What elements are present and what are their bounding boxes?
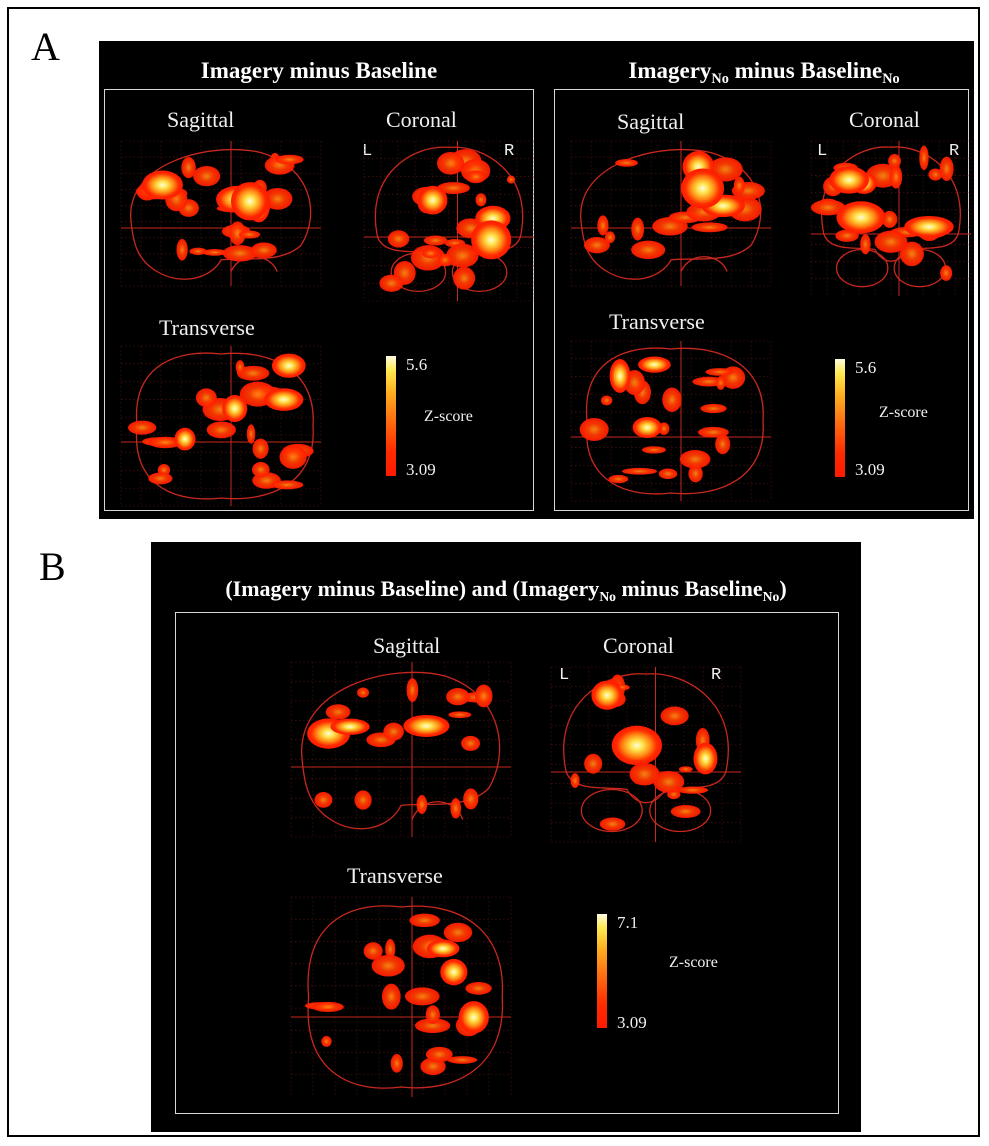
panel-b-title: (Imagery minus Baseline) and (ImageryNo … xyxy=(151,576,861,604)
panel-a-left-coronal-map xyxy=(363,140,535,302)
panel-a-left-title: Imagery minus Baseline xyxy=(200,58,438,83)
panel-a-right-sagittal-map xyxy=(570,140,772,287)
panel-b-l-label: L xyxy=(559,666,570,685)
panel-b-transverse-map xyxy=(290,896,512,1097)
panel-a-right-title-part2: minus Baseline xyxy=(728,58,883,83)
panel-a-left-coronal-label: Coronal xyxy=(386,107,457,132)
panel-b-title-sub1: No xyxy=(599,588,616,604)
panel-a-left-transverse-label: Transverse xyxy=(159,315,255,340)
panel-b-coronal-label: Coronal xyxy=(603,633,674,658)
figure-frame: A Imagery minus Baseline ImageryNo minus… xyxy=(7,7,980,1137)
panel-a-left-scale-label: Z-score xyxy=(424,408,473,425)
panel-b-title-part3: ) xyxy=(779,576,787,601)
panel-a-right-title-part1: Imagery xyxy=(628,58,712,83)
panel-a-right-scale-min: 3.09 xyxy=(855,460,885,479)
panel-a-right-colorbar xyxy=(835,359,845,477)
panel-b-sagittal-map xyxy=(290,661,512,838)
panel-a-right-l-label: L xyxy=(817,142,828,161)
panel-a-right-box xyxy=(554,89,969,511)
panel-b-box xyxy=(175,612,839,1114)
panel-a: Imagery minus Baseline ImageryNo minus B… xyxy=(99,41,974,519)
panel-b-scale-max: 7.1 xyxy=(617,913,639,932)
panel-a-left-sagittal-map xyxy=(120,140,322,287)
panel-a-right-coronal-label: Coronal xyxy=(849,107,920,132)
panel-b-scale-label: Z-score xyxy=(669,954,718,971)
panel-b-colorbar xyxy=(597,914,607,1028)
panel-b-sagittal-label: Sagittal xyxy=(373,633,441,658)
panel-a-right-scale-label: Z-score xyxy=(879,404,928,421)
panel-a-left-sagittal-label: Sagittal xyxy=(167,107,235,132)
panel-a-left-transverse-map xyxy=(120,345,322,507)
panel-b-coronal-map xyxy=(550,666,742,843)
panel-a-letter: A xyxy=(31,24,60,69)
panel-a-right-transverse-map xyxy=(570,340,772,502)
panel-a-left-l-label: L xyxy=(362,142,373,161)
panel-a-left-colorbar xyxy=(386,356,396,476)
panel-a-right-coronal-map xyxy=(810,140,972,296)
panel-b: (Imagery minus Baseline) and (ImageryNo … xyxy=(151,542,861,1132)
panel-a-right-title-sub1: No xyxy=(711,70,729,87)
panel-b-title-part1: (Imagery minus Baseline) and (Imagery xyxy=(225,576,600,601)
panel-a-right-title-sub2: No xyxy=(882,70,900,87)
panel-a-right-sagittal-label: Sagittal xyxy=(617,109,685,134)
panel-b-transverse-label: Transverse xyxy=(347,863,443,888)
panel-a-right-transverse-label: Transverse xyxy=(609,309,705,334)
panel-a-left-box xyxy=(104,89,534,511)
panel-a-left-r-label: R xyxy=(504,142,515,161)
panel-a-left-scale-max: 5.6 xyxy=(406,355,428,374)
panel-a-right-title: ImageryNo minus BaselineNo xyxy=(559,59,969,86)
panel-a-right-r-label: R xyxy=(949,142,960,161)
panel-b-title-sub2: No xyxy=(762,588,780,604)
panel-b-r-label: R xyxy=(711,666,722,685)
panel-a-right-scale-max: 5.6 xyxy=(855,358,877,377)
panel-b-letter: B xyxy=(39,544,66,589)
panel-a-left-scale-min: 3.09 xyxy=(406,460,436,479)
panel-b-title-part2: minus Baseline xyxy=(615,576,763,601)
panel-b-scale-min: 3.09 xyxy=(617,1013,647,1032)
